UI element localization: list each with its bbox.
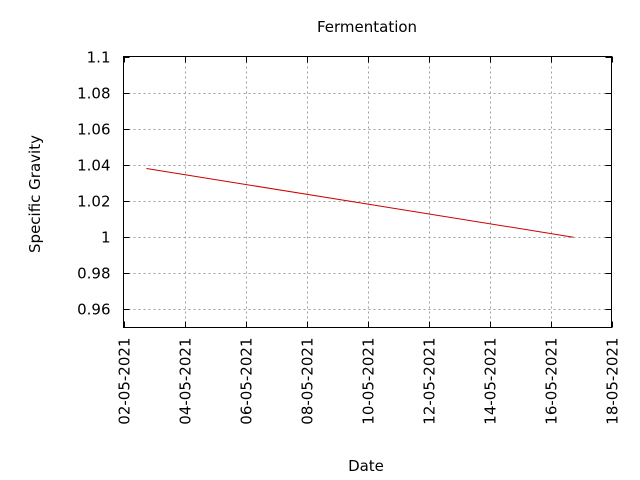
ticks xyxy=(123,56,613,328)
x-tick-label: 08-05-2021 xyxy=(299,338,317,425)
x-tick-label: 18-05-2021 xyxy=(604,338,622,425)
x-tick-label: 12-05-2021 xyxy=(421,338,439,425)
series-line xyxy=(146,168,574,238)
y-axis-label: Specific Gravity xyxy=(26,135,44,253)
y-tick-label: 0.98 xyxy=(77,265,110,283)
x-tick-label: 14-05-2021 xyxy=(482,338,500,425)
y-tick-labels: 0.96 0.98 1 1.02 1.04 1.06 1.08 1.1 xyxy=(77,49,110,319)
y-tick-label: 1.08 xyxy=(77,85,110,103)
grid xyxy=(123,56,612,328)
y-tick-label: 1.1 xyxy=(87,49,111,67)
x-axis-label: Date xyxy=(348,457,384,475)
x-tick-label: 06-05-2021 xyxy=(238,338,256,425)
x-tick-label: 02-05-2021 xyxy=(116,338,134,425)
y-tick-label: 0.96 xyxy=(77,301,110,319)
y-tick-label: 1 xyxy=(101,229,111,247)
series-layer xyxy=(146,168,574,238)
x-tick-label: 10-05-2021 xyxy=(360,338,378,425)
chart-title: Fermentation xyxy=(317,18,417,36)
plot-frame xyxy=(123,56,612,328)
x-tick-labels: 02-05-2021 04-05-2021 06-05-2021 08-05-2021… xyxy=(116,338,622,425)
y-tick-label: 1.04 xyxy=(77,157,110,175)
y-tick-label: 1.02 xyxy=(77,193,110,211)
y-tick-label: 1.06 xyxy=(77,121,110,139)
x-tick-label: 04-05-2021 xyxy=(177,338,195,425)
x-tick-label: 16-05-2021 xyxy=(543,338,561,425)
